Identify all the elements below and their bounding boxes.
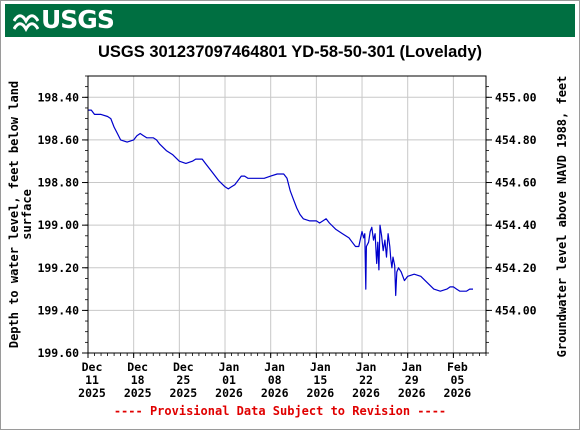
plot-border xyxy=(87,75,487,354)
x-tick-label: 2025 xyxy=(78,386,106,400)
x-tick-label: Jan xyxy=(310,360,331,374)
y-axis-right-label: Groundwater level above NAVD 1988, feet xyxy=(555,76,569,358)
x-tick-label: 2026 xyxy=(444,386,472,400)
y-right-tick-label: 454.40 xyxy=(495,218,537,232)
provisional-notice: ---- Provisional Data Subject to Revisio… xyxy=(113,404,447,418)
y-left-tick-label: 198.40 xyxy=(37,90,79,104)
y-left-tick-label: 199.40 xyxy=(37,303,79,317)
chart-title: USGS 301237097464801 YD-58-50-301 (Lovel… xyxy=(97,43,483,61)
series-layer xyxy=(88,109,473,297)
y-right-tick-label: 454.00 xyxy=(495,303,537,317)
y-axis-left-label: Depth to water level, feet below landsur… xyxy=(7,81,34,348)
x-tick-label: Dec xyxy=(127,360,148,374)
x-tick-label: 15 xyxy=(313,373,327,387)
x-tick-label: Jan xyxy=(356,360,377,374)
x-tick-label: 2026 xyxy=(398,386,426,400)
x-tick-label: Jan xyxy=(219,360,240,374)
x-tick-label: 2026 xyxy=(215,386,243,400)
x-tick-label: Dec xyxy=(173,360,194,374)
y-left-tick-label: 199.60 xyxy=(37,346,79,360)
x-tick-label: 2025 xyxy=(124,386,152,400)
x-tick-label: 2026 xyxy=(261,386,289,400)
x-tick-label: 2025 xyxy=(169,386,197,400)
x-tick-label: 11 xyxy=(85,373,99,387)
x-tick-label: 18 xyxy=(131,373,145,387)
x-tick-label: 22 xyxy=(359,373,373,387)
y-right-tick-label: 454.20 xyxy=(495,261,537,275)
y-right-tick-label: 454.80 xyxy=(495,133,537,147)
x-tick-label: Jan xyxy=(401,360,422,374)
x-tick-label: 01 xyxy=(222,373,236,387)
x-tick-label: Dec xyxy=(82,360,103,374)
x-tick-label: Feb xyxy=(447,360,468,374)
tick-marks xyxy=(82,75,492,358)
usgs-logo-text: USGS xyxy=(41,5,115,34)
tick-labels: Dec112025Dec182025Dec252025Jan012026Jan0… xyxy=(37,90,536,400)
x-tick-label: 25 xyxy=(176,373,190,387)
water-level-series-line xyxy=(88,109,473,297)
y-right-tick-label: 454.60 xyxy=(495,176,537,190)
x-tick-label: 05 xyxy=(450,373,464,387)
usgs-wave-icon xyxy=(13,14,39,32)
y-left-tick-label: 198.80 xyxy=(37,176,79,190)
x-tick-label: 2026 xyxy=(352,386,380,400)
x-tick-label: Jan xyxy=(264,360,285,374)
usgs-banner[interactable]: USGS xyxy=(5,4,575,37)
x-tick-label: 08 xyxy=(268,373,282,387)
grid-lines xyxy=(87,76,486,354)
y-right-tick-label: 455.00 xyxy=(495,90,537,104)
x-tick-label: 29 xyxy=(405,373,419,387)
y-left-tick-label: 198.60 xyxy=(37,133,79,147)
x-tick-label: 2026 xyxy=(307,386,335,400)
y-left-tick-label: 199.00 xyxy=(37,218,79,232)
y-left-tick-label: 199.20 xyxy=(37,261,79,275)
